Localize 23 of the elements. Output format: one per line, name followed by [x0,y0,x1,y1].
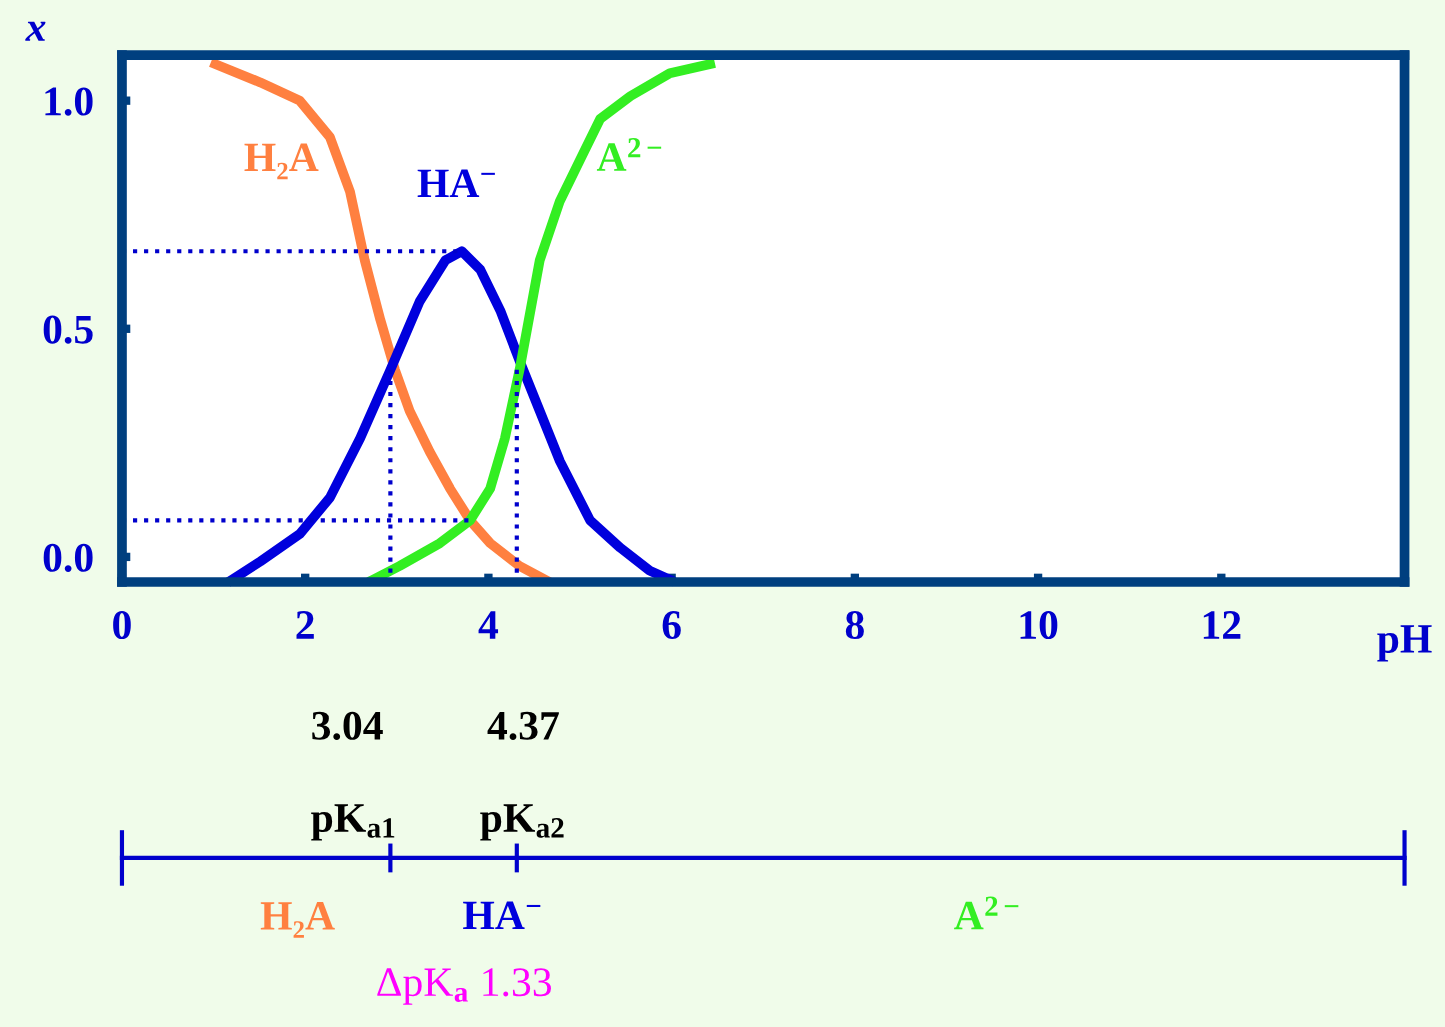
series-label: H₂A [244,143,319,180]
text: A$^{2−}$ [954,896,1019,930]
text: 4.37 [487,711,559,741]
x-axis-title: pH [1377,625,1432,662]
y-tick-label: 0.5 [43,315,93,344]
text: ΔpK$_{a}$ 1.33 [377,968,551,1005]
text: H₂A [260,901,335,938]
x-tick-label: 10 [1020,610,1058,640]
x-tick-label: 0 [113,610,131,640]
series-label: HA$^{−}$ [417,169,495,197]
x-tick-label: 8 [845,610,864,640]
x-tick-label: 2 [296,611,314,639]
series-label: A$^{2−}$ [596,138,662,171]
y-tick-label: 1.0 [45,87,93,116]
text: HA$^{−}$ [463,901,541,930]
x-tick-label: 12 [1203,611,1241,639]
y-tick-label: 0.0 [43,543,93,572]
text: pK$_{a2}$ [480,804,564,841]
text: pK$_{a1}$ [311,804,395,841]
text: 3.04 [312,711,383,741]
x-tick-label: 4 [478,611,499,639]
x-tick-label: 6 [662,611,681,640]
y-axis-title: x [25,21,46,41]
